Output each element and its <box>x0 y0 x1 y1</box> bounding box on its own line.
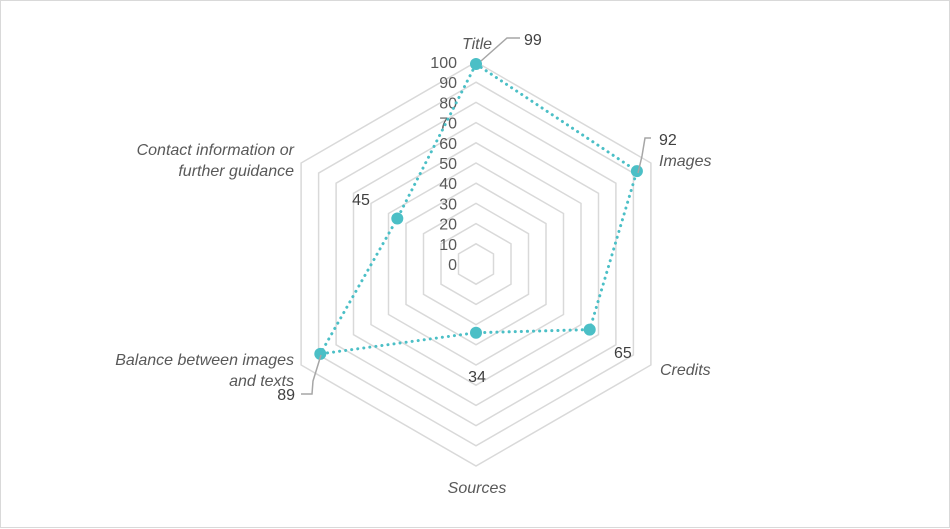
data-point <box>470 58 482 70</box>
tick-label: 40 <box>439 176 457 193</box>
tick-label: 80 <box>439 95 457 112</box>
tick-label: 60 <box>439 136 457 153</box>
data-point <box>583 323 596 336</box>
data-label: 65 <box>614 345 632 362</box>
category-label: Contact information or further guidance <box>137 142 295 180</box>
tick-label: 50 <box>439 156 457 173</box>
tick-label: 90 <box>439 75 457 92</box>
data-label: 92 <box>659 132 677 149</box>
data-label: 89 <box>277 387 295 404</box>
gridline-30 <box>422 202 530 326</box>
category-label: Sources <box>448 480 507 497</box>
gridline-10 <box>457 242 495 286</box>
gridline-80 <box>335 101 617 427</box>
gridline-60 <box>370 141 582 387</box>
gridline-100 <box>300 61 652 467</box>
tick-label: 30 <box>439 196 457 213</box>
tick-label: 100 <box>430 55 457 72</box>
gridline-20 <box>440 222 512 306</box>
tick-label: 10 <box>439 237 457 254</box>
data-label: 45 <box>352 192 370 209</box>
tick-label: 70 <box>439 116 457 133</box>
gridline-50 <box>387 162 565 366</box>
category-label: Title <box>462 36 492 53</box>
category-label: Images <box>659 153 711 170</box>
gridline-90 <box>317 81 635 447</box>
gridline-70 <box>352 121 600 407</box>
tick-label: 0 <box>448 257 457 274</box>
data-label: 34 <box>468 369 486 386</box>
leader-line <box>637 137 651 174</box>
data-point <box>470 326 482 339</box>
data-label: 99 <box>524 32 542 49</box>
tick-label: 20 <box>439 217 457 234</box>
category-label: Balance between images and texts <box>115 352 294 390</box>
gridline-40 <box>405 182 547 346</box>
data-point <box>391 212 404 225</box>
leader-line <box>301 354 322 395</box>
category-label: Credits <box>660 362 711 379</box>
data-point <box>630 165 643 178</box>
leader-line <box>480 37 520 62</box>
data-point <box>314 347 327 360</box>
